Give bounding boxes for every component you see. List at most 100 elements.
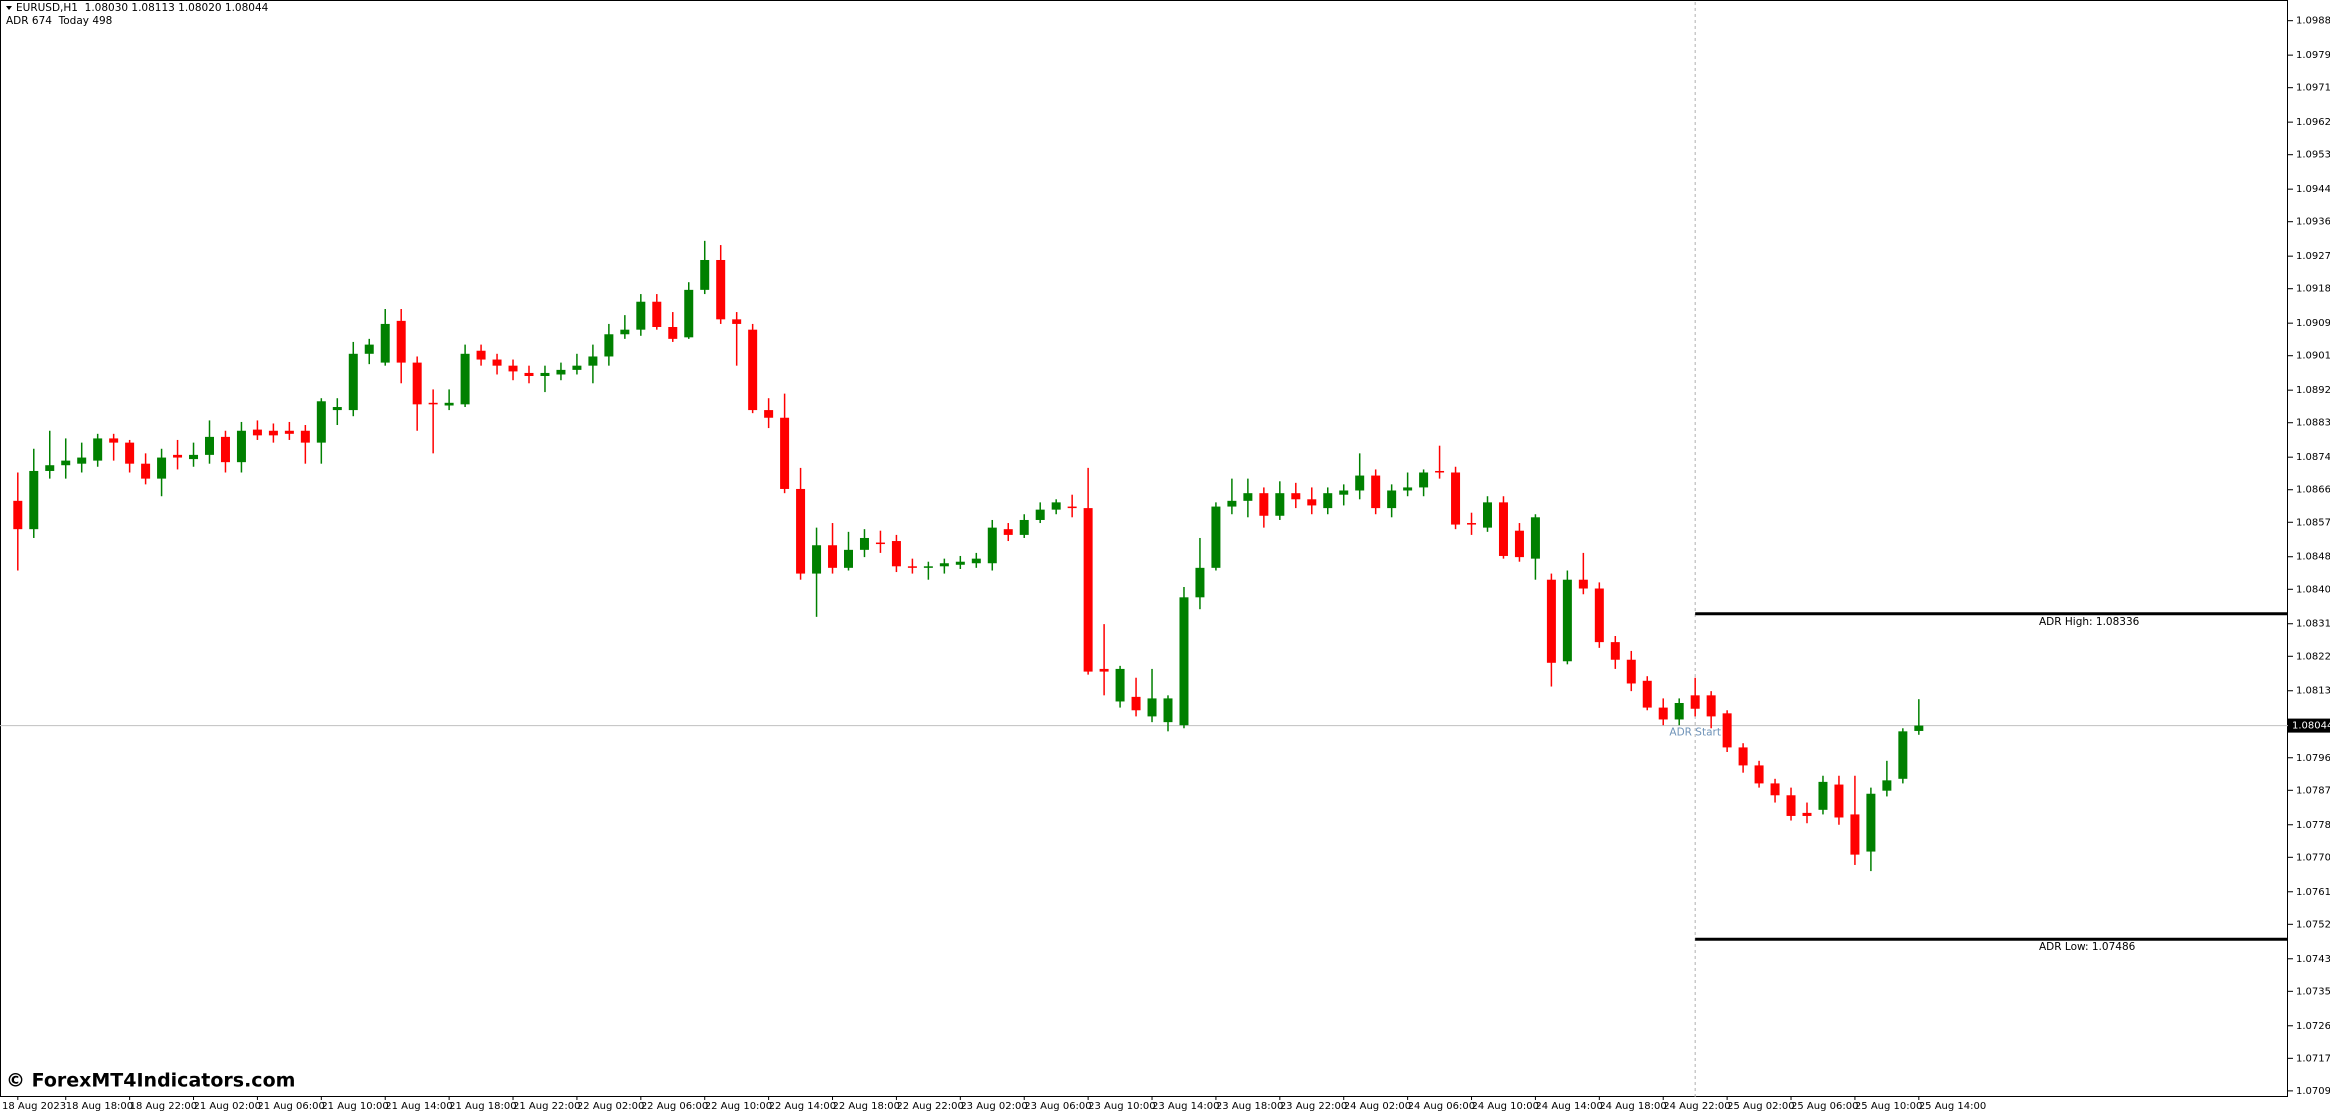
candle-body: [1578, 579, 1588, 589]
candle-body: [1435, 470, 1445, 473]
current-price-box: [2288, 718, 2330, 733]
candle-body: [1834, 784, 1844, 818]
x-tick-label: 23 Aug 10:00: [1088, 1101, 1155, 1112]
candle-body: [252, 429, 262, 436]
candle-body: [1451, 472, 1461, 525]
candle-body: [332, 407, 342, 411]
candle-body: [1898, 731, 1908, 779]
x-tick-label: 23 Aug 18:00: [1216, 1101, 1283, 1112]
candle-body: [1339, 490, 1349, 495]
candle-body: [61, 460, 71, 466]
y-tick-label: 1.09535: [2296, 150, 2330, 161]
candle-body: [1530, 517, 1540, 559]
candle-body: [1291, 493, 1301, 500]
current-price-label: 1.08044: [2292, 721, 2330, 732]
x-tick-label: 23 Aug 06:00: [1024, 1101, 1091, 1112]
candle-body: [668, 326, 678, 339]
candle-body: [428, 402, 438, 405]
candle-body: [1467, 523, 1477, 525]
candle-body: [1131, 696, 1141, 711]
candle-body: [1866, 793, 1876, 852]
watermark: © ForexMT4Indicators.com: [6, 1070, 295, 1092]
plot-frame: [0, 0, 2288, 1097]
x-tick-label: 25 Aug 02:00: [1727, 1101, 1794, 1112]
candle-body: [1147, 698, 1157, 717]
candle-body: [1227, 500, 1237, 507]
y-tick-label: 1.09445: [2296, 184, 2330, 195]
candle-body: [524, 372, 534, 377]
x-tick-label: 25 Aug 06:00: [1791, 1101, 1858, 1112]
candle-body: [971, 558, 981, 564]
candle-body: [923, 566, 933, 568]
candle-body: [1626, 659, 1636, 684]
x-tick-label: 18 Aug 18:00: [66, 1101, 133, 1112]
candle-body: [316, 401, 326, 443]
candle-body: [1658, 707, 1668, 720]
candle-body: [77, 457, 87, 464]
candle-body: [476, 350, 486, 360]
candle-body: [540, 372, 550, 377]
y-tick-label: 1.07260: [2296, 1021, 2330, 1032]
y-tick-label: 1.07875: [2296, 785, 2330, 796]
candle-body: [1099, 668, 1109, 672]
candle-body: [987, 527, 997, 564]
candle-body: [1546, 579, 1556, 663]
x-tick-label: 21 Aug 06:00: [257, 1101, 324, 1112]
candle-body: [891, 541, 901, 567]
x-tick-label: 23 Aug 14:00: [1152, 1101, 1219, 1112]
candle-body: [1850, 814, 1860, 855]
candle-body: [1179, 597, 1189, 726]
candle-body: [556, 369, 566, 375]
candle-body: [748, 329, 758, 411]
collapse-arrow: [6, 6, 12, 10]
candle-body: [1818, 781, 1828, 810]
candle-body: [29, 470, 39, 530]
candle-body: [1403, 487, 1413, 491]
y-tick-label: 1.09795: [2296, 50, 2330, 61]
y-tick-label: 1.07610: [2296, 887, 2330, 898]
x-tick-label: 18 Aug 2023: [2, 1101, 66, 1112]
candle-body: [220, 436, 230, 463]
y-tick-label: 1.08310: [2296, 619, 2330, 630]
candle-body: [1115, 668, 1125, 702]
candle-body: [572, 365, 582, 370]
candle-body: [1259, 493, 1269, 516]
x-tick-label: 21 Aug 10:00: [321, 1101, 388, 1112]
candle-body: [1051, 502, 1061, 510]
candle-body: [907, 566, 917, 568]
y-tick-label: 1.09270: [2296, 251, 2330, 262]
candle-body: [1483, 502, 1492, 528]
candle-body: [1195, 567, 1205, 598]
candle-body: [236, 430, 246, 463]
x-tick-label: 24 Aug 14:00: [1535, 1101, 1602, 1112]
y-tick-label: 1.07090: [2296, 1086, 2330, 1097]
x-tick-label: 22 Aug 06:00: [641, 1101, 708, 1112]
candle-body: [508, 365, 518, 372]
x-tick-label: 23 Aug 02:00: [960, 1101, 1027, 1112]
candle-body: [1674, 702, 1684, 720]
y-tick-label: 1.09885: [2296, 16, 2330, 27]
candle-body: [732, 319, 742, 324]
candle-body: [620, 329, 630, 335]
adr-level-label: ADR Low: 1.07486: [2039, 941, 2136, 953]
y-tick-label: 1.08660: [2296, 485, 2330, 496]
candle-body: [284, 430, 294, 434]
y-tick-label: 1.08485: [2296, 552, 2330, 563]
x-tick-label: 25 Aug 14:00: [1919, 1101, 1986, 1112]
adr-start-label: ADR Start: [1669, 727, 1721, 739]
y-tick-label: 1.07785: [2296, 820, 2330, 831]
candle-body: [1211, 506, 1221, 568]
y-tick-label: 1.08745: [2296, 452, 2330, 463]
candle-body: [1275, 493, 1285, 516]
candle-body: [1786, 795, 1796, 816]
y-tick-label: 1.09360: [2296, 217, 2330, 228]
x-tick-label: 24 Aug 02:00: [1344, 1101, 1411, 1112]
y-tick-label: 1.09010: [2296, 351, 2330, 362]
candle-body: [1738, 747, 1748, 766]
candle-body: [13, 500, 23, 530]
y-tick-label: 1.09185: [2296, 284, 2330, 295]
candle-body: [1706, 695, 1716, 717]
y-tick-label: 1.09620: [2296, 117, 2330, 128]
x-tick-label: 21 Aug 14:00: [385, 1101, 452, 1112]
